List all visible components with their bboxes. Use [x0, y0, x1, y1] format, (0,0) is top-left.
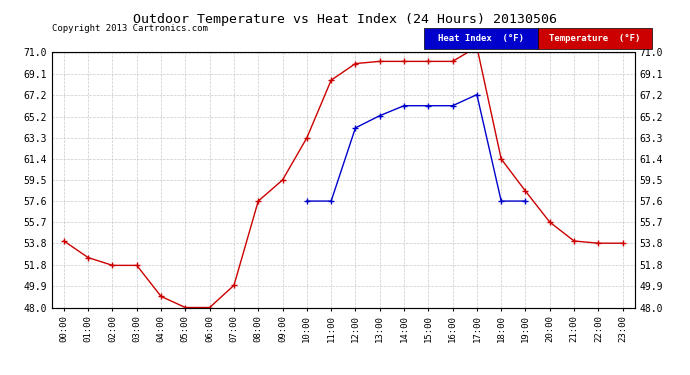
Text: Copyright 2013 Cartronics.com: Copyright 2013 Cartronics.com [52, 24, 208, 33]
Text: Temperature  (°F): Temperature (°F) [549, 34, 641, 43]
Text: Outdoor Temperature vs Heat Index (24 Hours) 20130506: Outdoor Temperature vs Heat Index (24 Ho… [133, 13, 557, 26]
Text: Heat Index  (°F): Heat Index (°F) [438, 34, 524, 43]
